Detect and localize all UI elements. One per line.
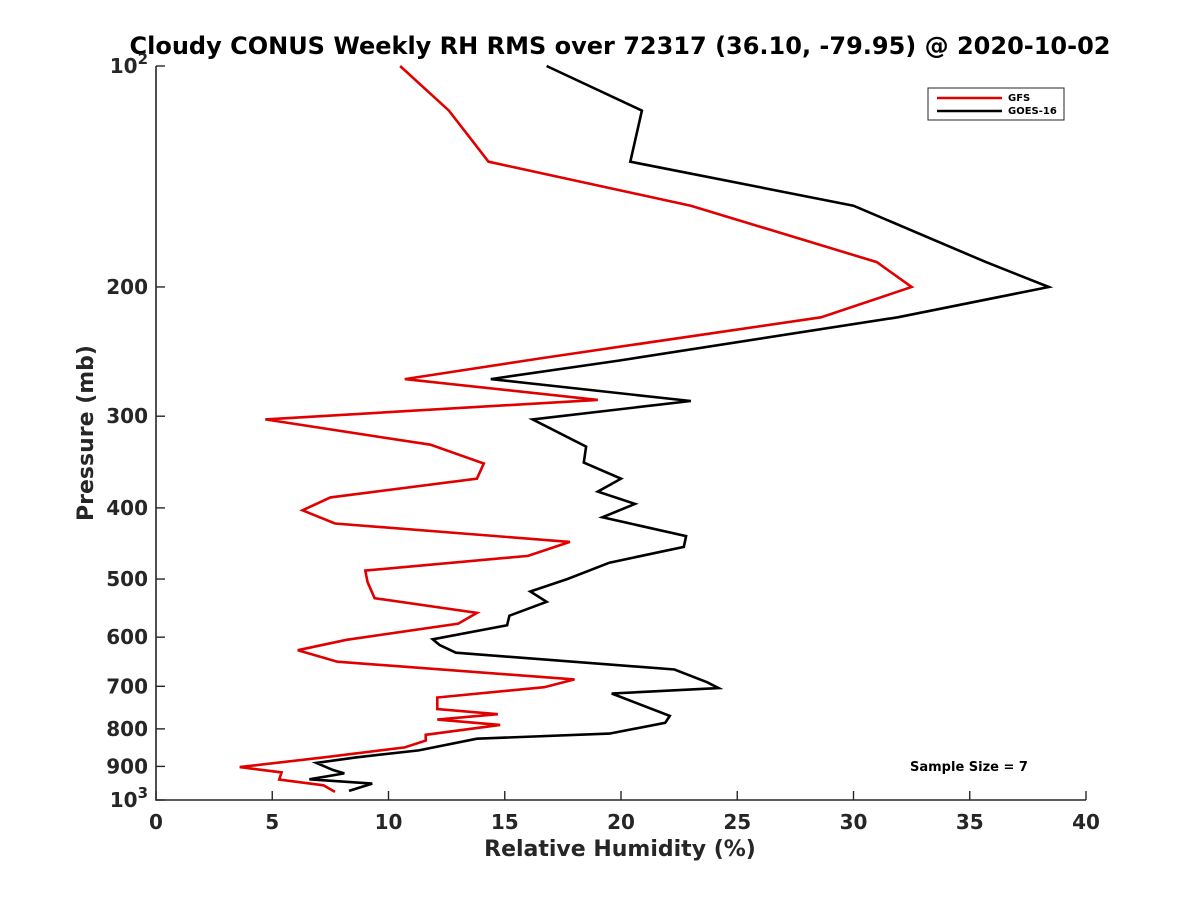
legend: GFS GOES-16: [927, 87, 1065, 121]
legend-box: [927, 87, 1065, 121]
x-axis-title: Relative Humidity (%): [484, 837, 756, 862]
series-line-gfs: [239, 65, 915, 794]
x-tick-label: 20: [607, 810, 635, 834]
y-tick-label: 200: [106, 275, 148, 299]
legend-label-gfs: GFS: [1008, 93, 1030, 104]
x-tick-label: 35: [956, 810, 984, 834]
x-tick-label: 40: [1072, 810, 1100, 834]
y-tick-label: 600: [106, 625, 148, 649]
y-axis-title: Pressure (mb): [74, 345, 99, 521]
y-tick-label: 500: [106, 567, 148, 591]
x-tick-label: 15: [491, 810, 519, 834]
x-tick-label: 10: [375, 810, 403, 834]
y-tick-label: 400: [106, 496, 148, 520]
legend-label-goes16: GOES-16: [1008, 106, 1057, 117]
y-tick-label: 102: [110, 50, 148, 78]
y-axis-ticks: 102 200 300 400 500 600 700 800 900 103: [106, 50, 165, 812]
x-axis-ticks: 0 5 10 15 20 25 30 35 40: [149, 791, 1100, 834]
x-tick-label: 0: [149, 810, 163, 834]
chart-title: Cloudy CONUS Weekly RH RMS over 72317 (3…: [130, 32, 1111, 60]
series-line-goes16: [309, 64, 1054, 793]
x-tick-label: 5: [265, 810, 279, 834]
y-tick-label: 300: [106, 404, 148, 428]
y-tick-label: 900: [106, 754, 148, 778]
y-tick-label: 700: [106, 674, 148, 698]
x-tick-label: 25: [723, 810, 751, 834]
x-tick-label: 30: [840, 810, 868, 834]
y-tick-label: 103: [110, 784, 148, 812]
plot-area: 0 5 10 15 20 25 30 35 40 102 200 300 400 500 600 700 80…: [106, 50, 1100, 834]
sample-size-annotation: Sample Size = 7: [910, 760, 1028, 775]
series-layer: [239, 64, 1054, 794]
y-tick-label: 800: [106, 717, 148, 741]
